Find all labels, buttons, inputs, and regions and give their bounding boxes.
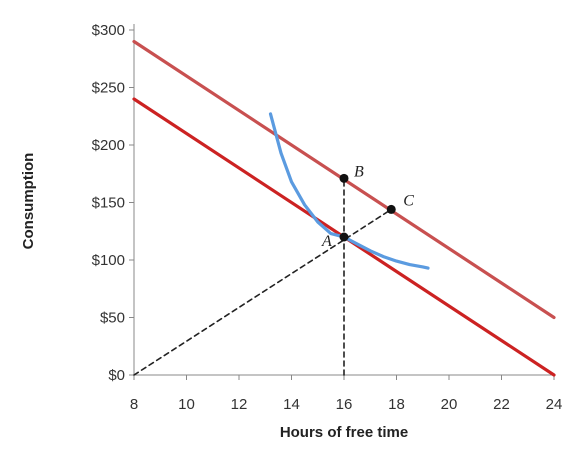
x-tick-label: 18 xyxy=(388,396,405,413)
point-a xyxy=(339,232,349,242)
x-tick-label: 8 xyxy=(130,396,138,413)
point-b xyxy=(339,173,349,183)
y-axis-title: Consumption xyxy=(20,153,37,250)
axes: $0 $50 $100 $150 $200 $250 $300 8 10 12 14 16 18 20 22… xyxy=(92,22,563,413)
indifference-curve xyxy=(268,112,430,270)
x-tick-label: 16 xyxy=(336,396,353,413)
y-tick-label: $300 xyxy=(92,22,125,39)
x-tick-label: 24 xyxy=(546,396,563,413)
points-layer: A B C xyxy=(321,163,414,250)
point-c xyxy=(386,204,396,214)
series-layer xyxy=(132,39,556,377)
point-label-b: B xyxy=(354,163,364,180)
x-tick-label: 12 xyxy=(231,396,248,413)
y-tick-label: $200 xyxy=(92,137,125,154)
diagonal-dashed-line xyxy=(133,208,393,376)
x-tick-label: 10 xyxy=(178,396,195,413)
point-label-a: A xyxy=(321,233,332,250)
x-tick-label: 14 xyxy=(283,396,300,413)
x-axis-title: Hours of free time xyxy=(280,424,408,441)
y-tick-label: $150 xyxy=(92,195,125,212)
y-tick-label: $250 xyxy=(92,80,125,97)
y-tick-label: $0 xyxy=(108,367,125,384)
x-tick-label: 20 xyxy=(441,396,458,413)
point-label-c: C xyxy=(403,192,414,209)
y-tick-label: $100 xyxy=(92,252,125,269)
x-tick-label: 22 xyxy=(493,396,510,413)
y-tick-label: $50 xyxy=(100,310,125,327)
